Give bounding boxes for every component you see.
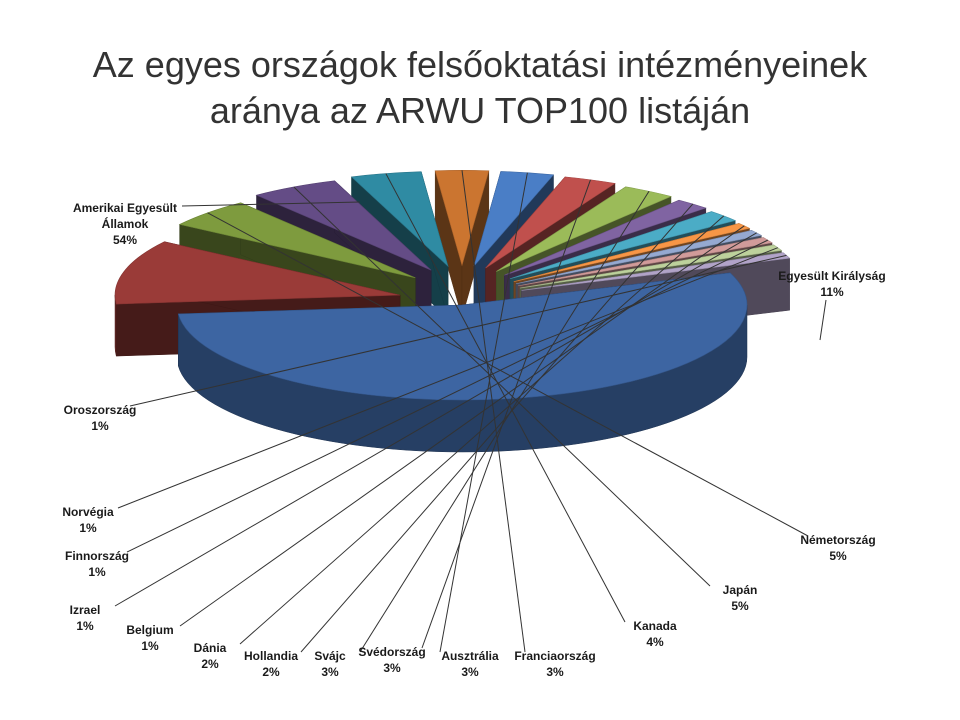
slice-top bbox=[519, 244, 783, 289]
leader-line bbox=[385, 173, 626, 623]
data-label-6: Franciaország 3% bbox=[514, 649, 595, 679]
leader-line bbox=[300, 203, 694, 653]
leader-line bbox=[359, 191, 650, 653]
leader-line bbox=[179, 225, 745, 627]
leader-line bbox=[421, 179, 591, 649]
leader-line bbox=[114, 232, 757, 607]
slice-top bbox=[114, 241, 401, 305]
leader-line bbox=[207, 212, 809, 537]
slice-top bbox=[509, 211, 737, 280]
leader-line bbox=[129, 254, 787, 407]
leader-line bbox=[293, 186, 711, 587]
data-label-12: Belgium 1% bbox=[126, 623, 173, 653]
slice-top bbox=[473, 171, 555, 267]
leader-line bbox=[239, 215, 725, 645]
data-label-15: Norvégia 1% bbox=[62, 505, 114, 535]
leader-line bbox=[461, 170, 526, 653]
data-label-5: Kanada 4% bbox=[633, 619, 677, 649]
data-label-9: Svájc 3% bbox=[314, 649, 346, 679]
leader-line bbox=[126, 239, 769, 553]
data-label-14: Finnország 1% bbox=[65, 549, 129, 579]
data-label-10: Hollandia 2% bbox=[244, 649, 298, 679]
pie-slices bbox=[114, 170, 791, 453]
slice-top bbox=[496, 186, 672, 272]
title-line-2: aránya az ARWU TOP100 listáján bbox=[209, 90, 751, 131]
slice-6 bbox=[434, 170, 490, 318]
leader-lines bbox=[114, 170, 827, 653]
data-label-13: Izrael 1% bbox=[70, 603, 101, 633]
leader-line bbox=[117, 247, 778, 509]
data-label-11: Dánia 2% bbox=[194, 641, 227, 671]
slide-title: Az egyes országok felsőoktatási intézmén… bbox=[60, 42, 900, 134]
data-label-3: Németország 5% bbox=[800, 533, 875, 563]
leader-line bbox=[439, 172, 528, 653]
leader-line bbox=[181, 201, 361, 207]
data-label-2: Egyesült Királyság 11% bbox=[778, 269, 885, 299]
data-label-1: Amerikai Egyesült Államok 54% bbox=[73, 201, 177, 247]
data-labels: Amerikai Egyesült Államok 54% Egyesült Kirá… bbox=[62, 201, 885, 679]
slice-top bbox=[518, 237, 773, 287]
leader-line bbox=[819, 299, 827, 341]
data-label-7: Ausztrália 3% bbox=[441, 649, 499, 679]
slice-top bbox=[515, 230, 763, 285]
data-label-16: Oroszország 1% bbox=[64, 403, 137, 433]
title-line-1: Az egyes országok felsőoktatási intézmén… bbox=[92, 44, 868, 85]
data-label-4: Japán 5% bbox=[723, 583, 758, 613]
data-label-8: Svédország 3% bbox=[358, 645, 425, 675]
